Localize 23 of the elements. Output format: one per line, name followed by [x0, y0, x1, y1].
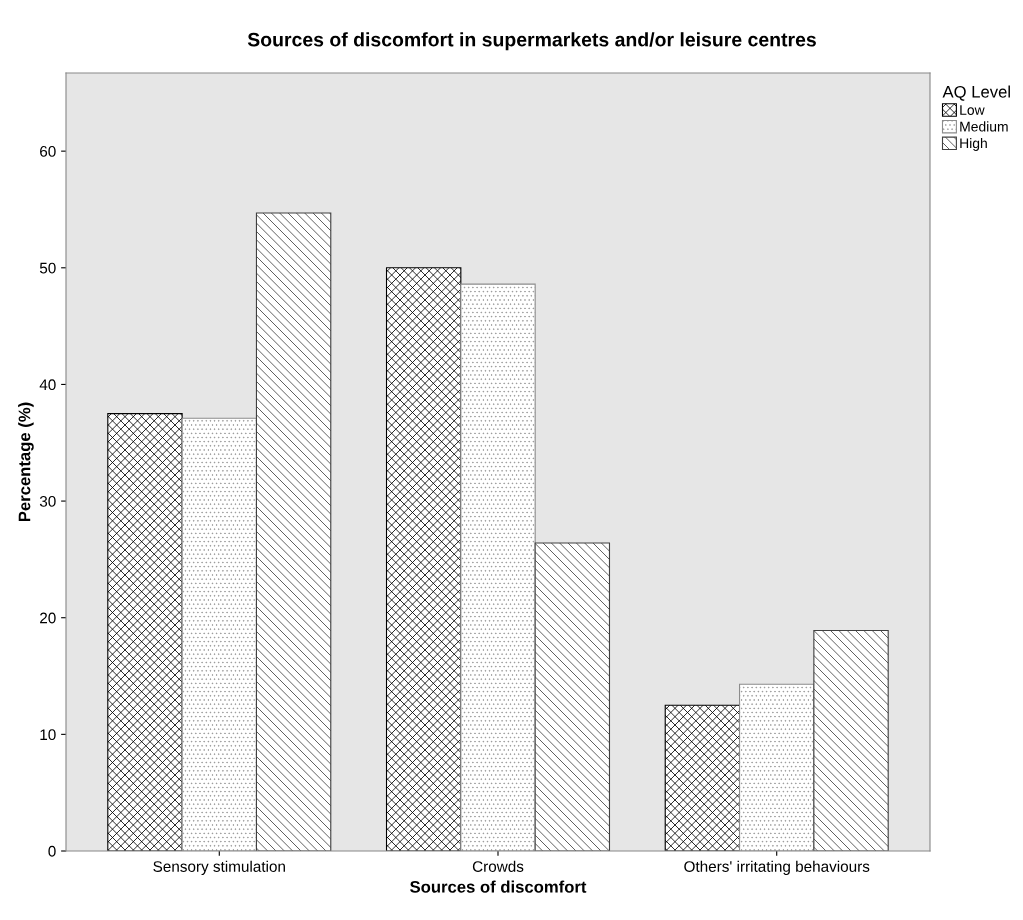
x-tick-label: Sensory stimulation: [153, 860, 285, 875]
y-tick-label: 20: [40, 612, 56, 624]
legend-title: AQ Level: [942, 85, 1010, 101]
chart-title: Sources of discomfort in supermarkets and/or leisure centres: [247, 32, 816, 51]
y-tick-label: 50: [39, 262, 56, 274]
legend-label: Medium: [960, 121, 1008, 132]
x-axis-title: Sources of discomfort: [410, 880, 587, 893]
y-tick-label: 30: [39, 495, 56, 507]
legend-label: High: [960, 137, 987, 151]
x-tick-label: Crowds: [472, 860, 524, 872]
bar: [664, 704, 741, 851]
y-tick-label: 10: [40, 729, 56, 741]
y-tick-label: 0: [48, 845, 56, 857]
bar: [107, 413, 183, 851]
bar: [813, 629, 889, 851]
bar: [255, 212, 332, 851]
bar: [534, 542, 611, 851]
legend-label: Low: [960, 105, 985, 115]
x-tick-label: Others' irritating behaviours: [684, 860, 870, 875]
y-tick-label: 60: [40, 146, 56, 157]
y-axis-title: Percentage (%): [18, 402, 34, 522]
y-tick-label: 40: [39, 379, 56, 391]
bar: [385, 267, 462, 851]
